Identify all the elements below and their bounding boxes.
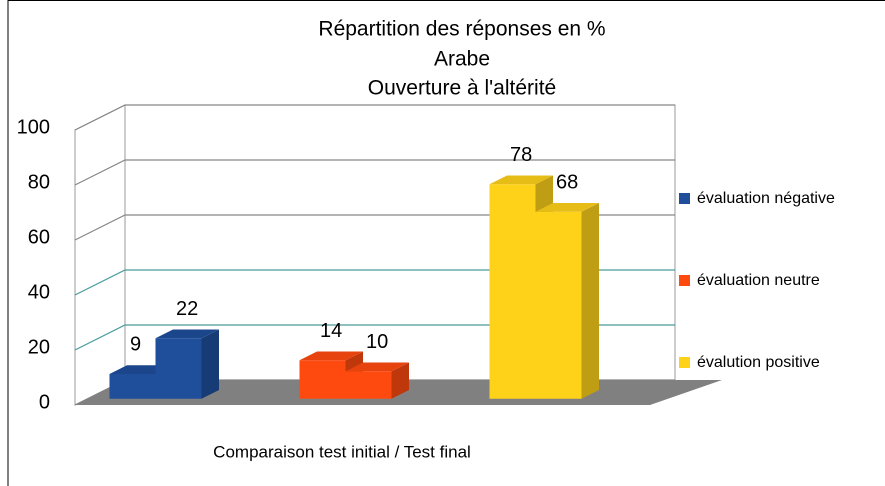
y-tick-label: 20: [28, 336, 50, 358]
y-tick-label: 0: [39, 391, 50, 413]
x-axis-label: Comparaison test initial / Test final: [213, 442, 471, 461]
bar-top: [535, 203, 599, 212]
chart-title: Répartition des réponses en %: [318, 18, 605, 41]
bar: [535, 203, 599, 399]
legend-swatch: [679, 193, 690, 204]
legend-label: évaluation négative: [697, 190, 835, 207]
bar-front: [489, 184, 536, 399]
bar-front: [535, 211, 582, 399]
y-tick-label: 100: [17, 116, 50, 138]
value-label: 9: [130, 334, 141, 356]
legend-swatch: [679, 275, 690, 286]
grid-line: [74, 104, 675, 131]
value-label: 14: [320, 320, 342, 342]
bar-side: [581, 203, 599, 399]
chart-subtitle: Arabe: [434, 48, 490, 71]
bar: [345, 362, 409, 399]
bar-top: [345, 362, 409, 372]
value-label: 10: [366, 331, 388, 353]
y-tick-label: 80: [28, 171, 50, 193]
value-label: 68: [556, 171, 578, 193]
bar-side: [391, 362, 409, 399]
bar-front: [109, 374, 156, 399]
bar-front: [345, 371, 392, 399]
value-label: 78: [510, 144, 532, 166]
legend-label: évaluation neutre: [697, 272, 820, 289]
legend-swatch: [679, 357, 690, 368]
bar-side: [201, 329, 219, 399]
y-tick-label: 60: [28, 226, 50, 248]
bar: [155, 329, 219, 399]
side-wall: [74, 104, 126, 406]
bar-front: [155, 338, 202, 399]
chart-subtitle: Ouverture à l'altérité: [368, 77, 556, 100]
grid-line: [74, 159, 675, 186]
bar-top: [489, 175, 553, 185]
bar-front: [299, 360, 346, 399]
value-label: 22: [176, 298, 198, 320]
y-tick-label: 40: [28, 281, 50, 303]
bar-top: [299, 351, 363, 361]
legend-label: évalution positive: [697, 354, 820, 371]
bar-top: [155, 329, 219, 339]
